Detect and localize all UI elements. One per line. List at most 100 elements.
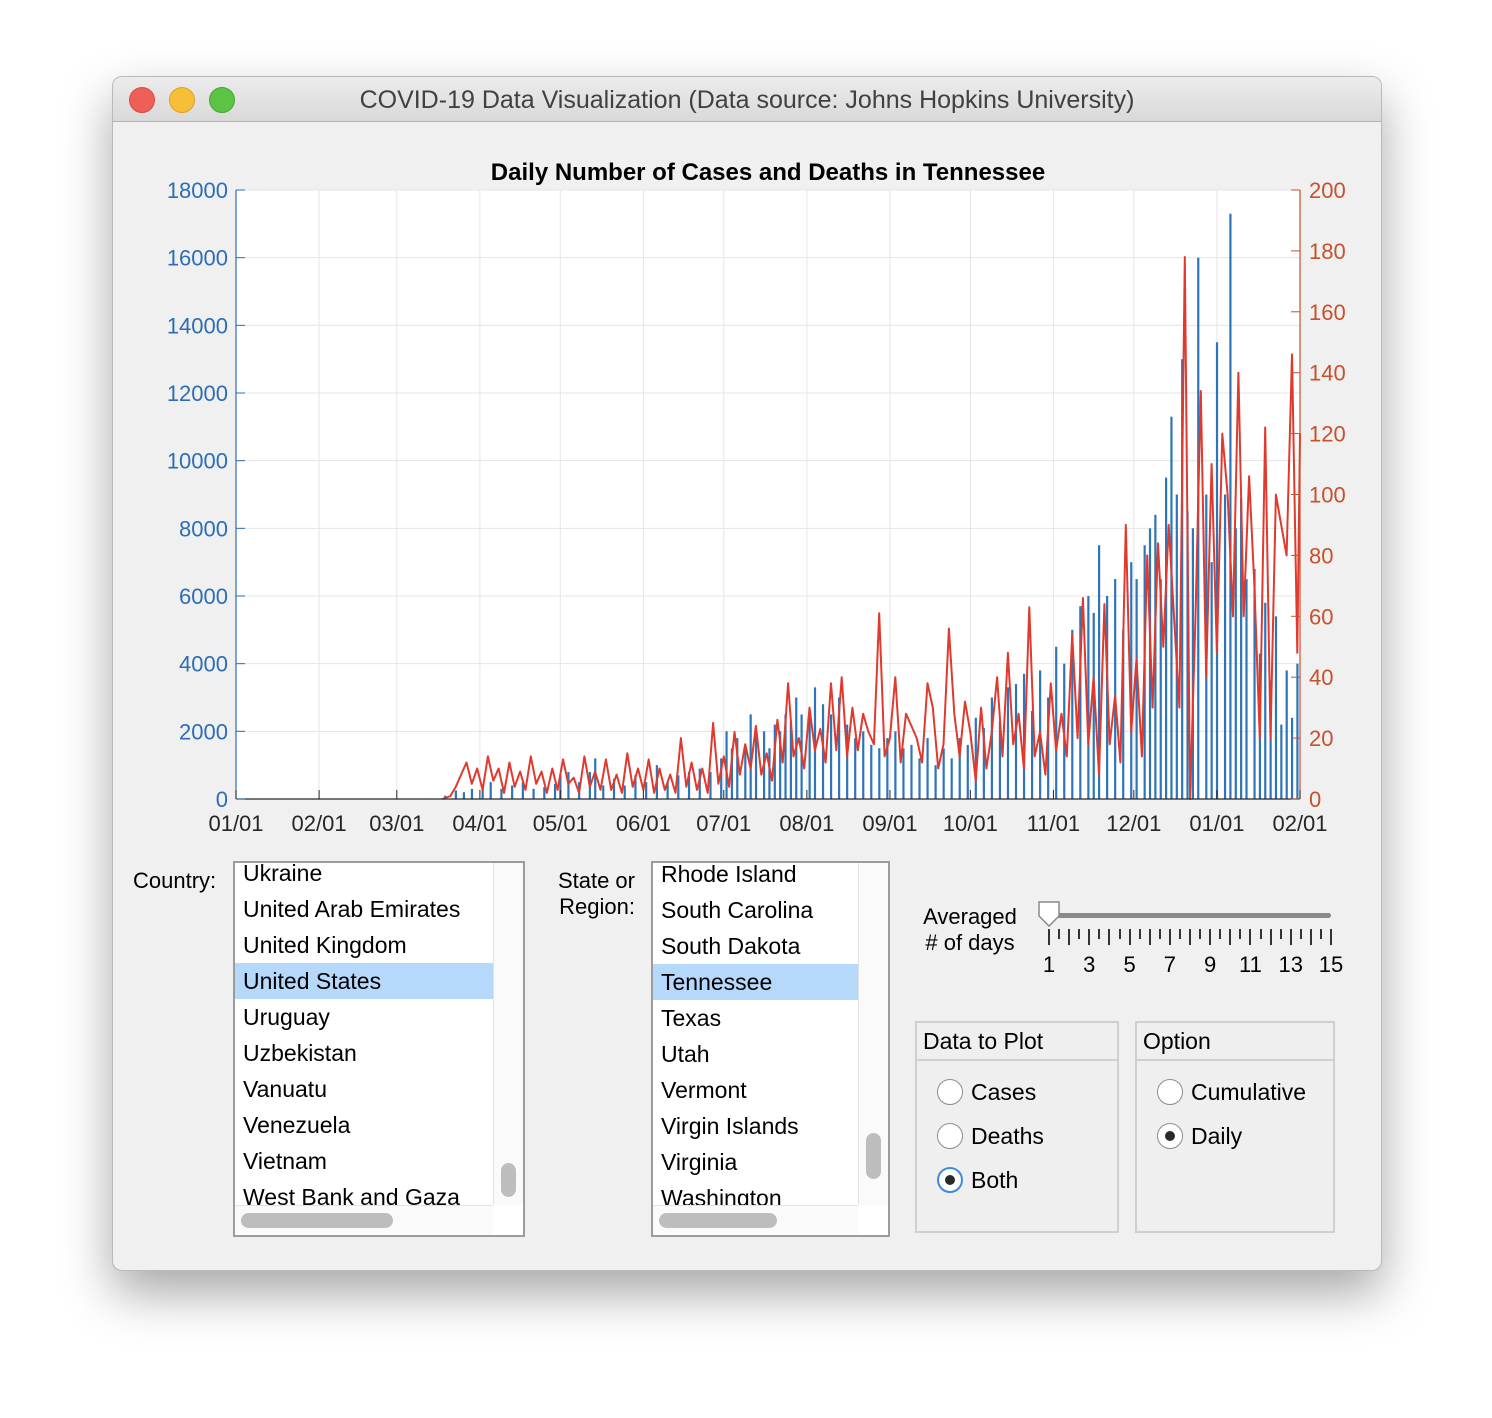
state-list-item[interactable]: Rhode Island bbox=[661, 861, 797, 887]
state-label-line2: Region: bbox=[559, 894, 635, 919]
state-list-item[interactable]: Virginia bbox=[661, 1149, 738, 1175]
state-vertical-scroll-thumb[interactable] bbox=[866, 1133, 881, 1179]
country-list-item[interactable]: United Kingdom bbox=[243, 932, 407, 958]
state-list-item[interactable]: Texas bbox=[661, 1005, 722, 1031]
cases-bar bbox=[623, 785, 626, 799]
data-to-plot-radio-deaths[interactable]: Deaths bbox=[937, 1121, 1044, 1151]
slider-tick bbox=[1259, 929, 1262, 939]
country-list-item[interactable]: United Arab Emirates bbox=[243, 896, 461, 922]
country-list-item[interactable]: Uruguay bbox=[243, 1004, 330, 1030]
averaged-days-label: Averaged # of days bbox=[917, 904, 1023, 956]
option-radio-cumulative[interactable]: Cumulative bbox=[1157, 1077, 1306, 1107]
cases-bar bbox=[1071, 629, 1074, 799]
cases-bar bbox=[1229, 213, 1232, 799]
state-vertical-scrollbar[interactable] bbox=[858, 863, 888, 1205]
minimize-window-button[interactable] bbox=[169, 87, 195, 113]
slider-tick bbox=[1289, 929, 1292, 945]
country-list-item[interactable]: Vietnam bbox=[243, 1148, 327, 1174]
country-vertical-scroll-thumb[interactable] bbox=[501, 1163, 516, 1197]
cases-bar bbox=[846, 724, 849, 799]
state-list-item[interactable]: Tennessee bbox=[653, 964, 858, 1000]
country-horizontal-scrollbar[interactable] bbox=[235, 1205, 493, 1234]
cases-bar bbox=[736, 738, 739, 799]
averaged-days-slider-ticks bbox=[1048, 929, 1338, 951]
slider-tick bbox=[1319, 929, 1322, 939]
radio-button[interactable] bbox=[1157, 1123, 1183, 1149]
left-y-tick-label: 0 bbox=[216, 787, 228, 812]
state-listbox[interactable]: Rhode Island South Carolina South Dakota Te… bbox=[651, 861, 890, 1237]
cases-bar bbox=[779, 731, 782, 799]
cases-bar bbox=[1055, 646, 1058, 799]
x-tick-label: 01/01 bbox=[208, 811, 263, 836]
left-y-tick-label: 10000 bbox=[167, 449, 228, 474]
radio-button[interactable] bbox=[937, 1123, 963, 1149]
cases-bar bbox=[481, 787, 484, 799]
right-y-tick-label: 40 bbox=[1309, 665, 1333, 690]
left-y-tick-label: 14000 bbox=[167, 313, 228, 338]
data-to-plot-radio-cases[interactable]: Cases bbox=[937, 1077, 1036, 1107]
slider-tick bbox=[1048, 929, 1050, 945]
left-y-tick-label: 2000 bbox=[179, 719, 228, 744]
zoom-window-button[interactable] bbox=[209, 87, 235, 113]
radio-label: Both bbox=[971, 1166, 1019, 1193]
x-tick-label: 02/01 bbox=[292, 811, 347, 836]
cases-bar bbox=[1181, 359, 1184, 799]
cases-bar bbox=[698, 768, 701, 799]
state-list-item[interactable]: South Carolina bbox=[661, 897, 814, 923]
data-to-plot-radio-both[interactable]: Both bbox=[937, 1165, 1018, 1195]
country-list-item[interactable]: Ukraine bbox=[243, 861, 323, 886]
cases-deaths-chart: 0200040006000800010000120001400016000180… bbox=[167, 159, 1346, 836]
cases-bar bbox=[1296, 663, 1299, 799]
x-tick-label: 03/01 bbox=[369, 811, 424, 836]
averaged-days-slider-thumb[interactable] bbox=[1038, 901, 1060, 927]
cases-bar bbox=[1159, 579, 1162, 799]
country-vertical-scrollbar[interactable] bbox=[493, 863, 523, 1205]
slider-tick-label: 5 bbox=[1123, 952, 1136, 977]
country-list-item[interactable]: Vanuatu bbox=[243, 1076, 327, 1102]
country-list-item[interactable]: United States bbox=[235, 963, 493, 999]
cases-bar bbox=[1087, 596, 1090, 799]
radio-button[interactable] bbox=[937, 1079, 963, 1105]
slider-tick bbox=[1168, 929, 1171, 945]
slider-tick bbox=[1229, 929, 1232, 945]
cases-bar bbox=[838, 697, 841, 799]
cases-bar bbox=[1240, 497, 1243, 799]
x-tick-label: 05/01 bbox=[533, 811, 588, 836]
country-list-item[interactable]: Uzbekistan bbox=[243, 1040, 357, 1066]
cases-bar bbox=[511, 785, 514, 799]
state-list-item[interactable]: South Dakota bbox=[661, 933, 801, 959]
cases-bar bbox=[1006, 687, 1010, 799]
state-list-item[interactable]: Vermont bbox=[661, 1077, 747, 1103]
slider-tick bbox=[1199, 929, 1202, 939]
cases-bar bbox=[1234, 528, 1237, 799]
left-y-tick-label: 8000 bbox=[179, 516, 228, 541]
plot-area bbox=[236, 190, 1300, 799]
cases-bar bbox=[1148, 528, 1152, 799]
cases-bar bbox=[829, 714, 833, 799]
slider-tick bbox=[1309, 929, 1312, 945]
close-window-button[interactable] bbox=[129, 87, 155, 113]
cases-bar bbox=[687, 771, 691, 799]
country-list-item[interactable]: Venezuela bbox=[243, 1112, 351, 1138]
cases-bar bbox=[1280, 724, 1283, 799]
radio-dot bbox=[1165, 1131, 1175, 1141]
state-label: State or Region: bbox=[549, 868, 635, 920]
state-list-item[interactable]: Utah bbox=[661, 1041, 710, 1067]
cases-bar bbox=[567, 771, 570, 799]
averaged-days-slider-track[interactable] bbox=[1049, 913, 1331, 918]
radio-button[interactable] bbox=[1157, 1079, 1183, 1105]
option-radio-daily[interactable]: Daily bbox=[1157, 1121, 1242, 1151]
radio-button[interactable] bbox=[937, 1167, 963, 1193]
cases-bar bbox=[982, 727, 985, 799]
cases-bar bbox=[950, 758, 953, 799]
left-y-tick-label: 4000 bbox=[179, 652, 228, 677]
right-y-tick-label: 120 bbox=[1309, 422, 1346, 447]
country-listbox[interactable]: Ukraine United Arab Emirates United Kingdo… bbox=[233, 861, 525, 1237]
state-horizontal-scroll-thumb[interactable] bbox=[659, 1213, 777, 1228]
state-horizontal-scrollbar[interactable] bbox=[653, 1205, 858, 1234]
country-horizontal-scroll-thumb[interactable] bbox=[241, 1213, 393, 1228]
right-y-tick-label: 20 bbox=[1309, 726, 1333, 751]
cases-bar bbox=[594, 758, 597, 799]
cases-bar bbox=[1164, 477, 1168, 799]
state-list-item[interactable]: Virgin Islands bbox=[661, 1113, 799, 1139]
